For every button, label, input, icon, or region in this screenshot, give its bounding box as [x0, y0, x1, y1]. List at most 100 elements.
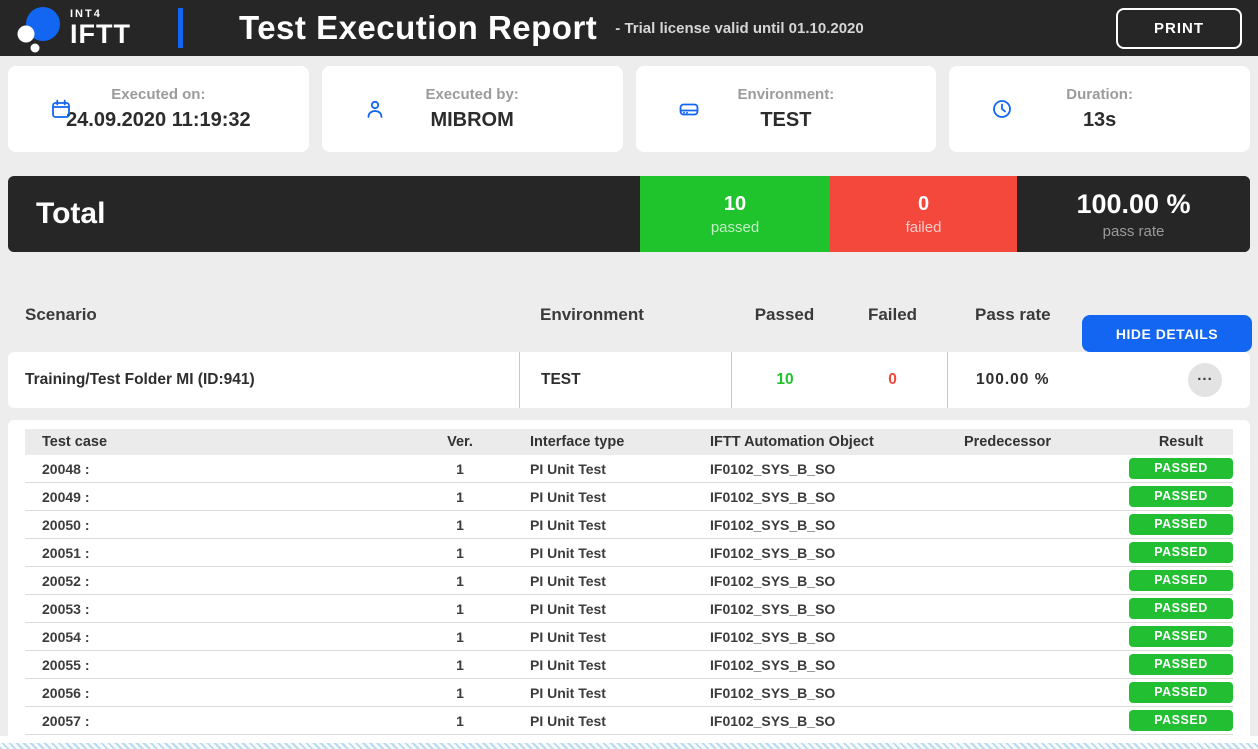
ver-column-header: Ver.	[447, 434, 473, 450]
test-case-automation-object: IF0102_SYS_B_SO	[710, 628, 836, 645]
result-badge: PASSED	[1129, 570, 1233, 591]
app-header: INT4 IFTT Test Execution Report - Trial …	[0, 0, 1258, 56]
total-passed-caption: passed	[710, 218, 760, 236]
test-case-row[interactable]: 20053 : 1 PI Unit Test IF0102_SYS_B_SO P…	[25, 595, 1233, 623]
test-case-interface-type: PI Unit Test	[530, 572, 606, 589]
test-case-automation-object: IF0102_SYS_B_SO	[710, 516, 836, 533]
test-case-interface-type: PI Unit Test	[530, 656, 606, 673]
executed-by-card: Executed by: MIBROM	[321, 66, 623, 152]
test-case-automation-object: IF0102_SYS_B_SO	[710, 712, 836, 729]
calendar-icon	[52, 99, 70, 118]
test-case-interface-type: PI Unit Test	[530, 544, 606, 561]
total-label: Total	[36, 197, 106, 230]
header-divider	[178, 8, 183, 48]
test-case-version: 1	[456, 544, 464, 561]
test-case-automation-object: IF0102_SYS_B_SO	[710, 600, 836, 617]
passed-column-header: Passed	[754, 305, 815, 324]
test-case-row[interactable]: 20057 : 1 PI Unit Test IF0102_SYS_B_SO P…	[25, 707, 1233, 735]
scenario-row: Training/Test Folder MI (ID:941) TEST 10…	[8, 352, 1250, 408]
scenario-failed-count: 0	[888, 371, 897, 388]
result-badge: PASSED	[1129, 710, 1233, 731]
environment-value: TEST	[760, 109, 812, 131]
test-case-version: 1	[456, 600, 464, 617]
automation-object-column-header: IFTT Automation Object	[710, 434, 874, 450]
executed-on-value: 24.09.2020 11:19:32	[66, 109, 251, 131]
result-badge: PASSED	[1129, 514, 1233, 535]
license-note: - Trial license valid until 01.10.2020	[615, 19, 864, 37]
scenario-passed-count: 10	[731, 352, 838, 408]
test-case-id: 20057 :	[42, 712, 90, 729]
test-case-version: 1	[456, 460, 464, 477]
info-cards: Executed on: 24.09.2020 11:19:32 Execute…	[8, 66, 1250, 152]
result-badge: PASSED	[1129, 458, 1233, 479]
bottom-hatch-pattern	[0, 743, 1258, 749]
test-case-id: 20056 :	[42, 684, 90, 701]
logo-mark-icon	[17, 7, 60, 53]
test-case-version: 1	[456, 628, 464, 645]
duration-value: 13s	[1082, 109, 1117, 131]
page-bottom-strip	[0, 736, 1258, 749]
test-case-id: 20052 :	[42, 572, 90, 589]
test-case-automation-object: IF0102_SYS_B_SO	[710, 460, 836, 477]
test-case-interface-type: PI Unit Test	[530, 628, 606, 645]
result-badge: PASSED	[1129, 486, 1233, 507]
test-case-id: 20050 :	[42, 516, 90, 533]
test-case-row[interactable]: 20048 : 1 PI Unit Test IF0102_SYS_B_SO P…	[25, 455, 1233, 483]
test-case-id: 20051 :	[42, 544, 90, 561]
test-case-row[interactable]: 20056 : 1 PI Unit Test IF0102_SYS_B_SO P…	[25, 679, 1233, 707]
test-case-interface-type: PI Unit Test	[530, 488, 606, 505]
total-summary-bar: Total 10 passed 0 failed 100.00 % pass r…	[8, 176, 1250, 252]
result-badge: PASSED	[1129, 598, 1233, 619]
total-pass-rate-segment: 100.00 % pass rate	[1017, 176, 1250, 252]
test-case-id: 20054 :	[42, 628, 90, 645]
test-case-interface-type: PI Unit Test	[530, 684, 606, 701]
scenario-name: Training/Test Folder MI (ID:941)	[25, 371, 255, 388]
int4-iftt-logo: INT4 IFTT	[0, 0, 176, 56]
total-failed-caption: failed	[905, 218, 942, 236]
result-badge: PASSED	[1129, 542, 1233, 563]
server-icon	[679, 103, 698, 116]
test-case-row[interactable]: 20054 : 1 PI Unit Test IF0102_SYS_B_SO P…	[25, 623, 1233, 651]
test-case-interface-type: PI Unit Test	[530, 460, 606, 477]
test-case-interface-type: PI Unit Test	[530, 516, 606, 533]
logo-text: INT4 IFTT	[70, 7, 131, 48]
duration-card: Duration: 13s	[949, 66, 1250, 152]
test-case-table-header: Test case Ver. Interface type IFTT Autom…	[25, 429, 1233, 455]
total-passed-value: 10	[723, 192, 747, 215]
print-button[interactable]: PRINT	[1116, 7, 1242, 49]
test-case-automation-object: IF0102_SYS_B_SO	[710, 656, 836, 673]
user-icon	[367, 100, 383, 118]
executed-on-card: Executed on: 24.09.2020 11:19:32	[8, 66, 309, 152]
test-case-rows: 20048 : 1 PI Unit Test IF0102_SYS_B_SO P…	[25, 455, 1233, 735]
test-case-version: 1	[456, 656, 464, 673]
result-badge: PASSED	[1129, 626, 1233, 647]
logo-small-text: INT4	[70, 7, 102, 20]
test-case-version: 1	[456, 684, 464, 701]
test-case-automation-object: IF0102_SYS_B_SO	[710, 684, 836, 701]
test-case-row[interactable]: 20051 : 1 PI Unit Test IF0102_SYS_B_SO P…	[25, 539, 1233, 567]
test-case-interface-type: PI Unit Test	[530, 600, 606, 617]
scenario-more-button[interactable]: ...	[1188, 363, 1222, 397]
environment-column-header: Environment	[540, 305, 644, 324]
test-case-version: 1	[456, 712, 464, 729]
hide-details-button[interactable]: HIDE DETAILS	[1082, 315, 1252, 352]
test-case-table: Test case Ver. Interface type IFTT Autom…	[8, 420, 1250, 742]
test-case-row[interactable]: 20052 : 1 PI Unit Test IF0102_SYS_B_SO P…	[25, 567, 1233, 595]
result-badge: PASSED	[1129, 682, 1233, 703]
test-case-version: 1	[456, 572, 464, 589]
total-failed-value: 0	[917, 192, 930, 215]
test-case-row[interactable]: 20049 : 1 PI Unit Test IF0102_SYS_B_SO P…	[25, 483, 1233, 511]
pass-rate-column-header: Pass rate	[975, 305, 1051, 324]
scenario-table-header: Scenario Environment Passed Failed Pass …	[8, 295, 1252, 352]
test-case-row[interactable]: 20055 : 1 PI Unit Test IF0102_SYS_B_SO P…	[25, 651, 1233, 679]
result-badge: PASSED	[1129, 654, 1233, 675]
test-case-row[interactable]: 20050 : 1 PI Unit Test IF0102_SYS_B_SO P…	[25, 511, 1233, 539]
total-passed-segment: 10 passed	[640, 176, 830, 252]
page-title: Test Execution Report	[239, 9, 598, 46]
failed-column-header: Failed	[867, 305, 918, 324]
test-case-automation-object: IF0102_SYS_B_SO	[710, 544, 836, 561]
total-failed-segment: 0 failed	[830, 176, 1017, 252]
executed-on-label: Executed on:	[111, 86, 206, 103]
test-case-automation-object: IF0102_SYS_B_SO	[710, 572, 836, 589]
test-case-automation-object: IF0102_SYS_B_SO	[710, 488, 836, 505]
